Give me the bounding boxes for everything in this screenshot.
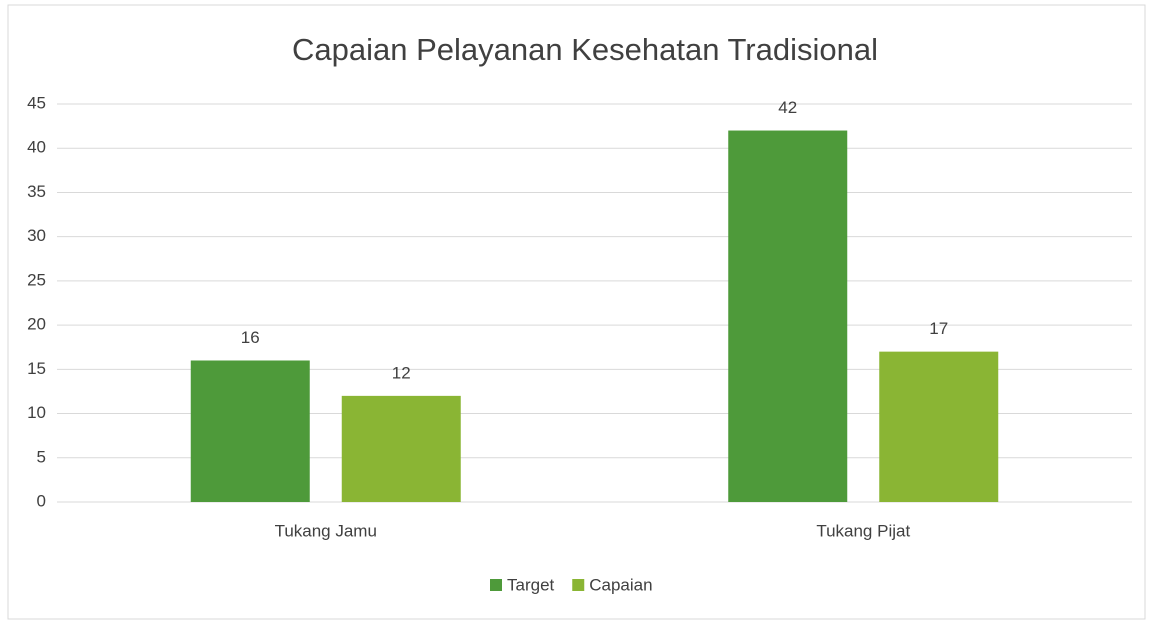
chart-border: [7, 4, 1146, 620]
legend-swatch: [490, 579, 502, 591]
y-tick-label: 0: [37, 491, 46, 510]
legend-label: Capaian: [589, 575, 652, 594]
y-tick-label: 25: [27, 270, 46, 289]
y-tick-label: 30: [27, 226, 46, 245]
y-tick-label: 20: [27, 315, 46, 334]
y-tick-label: 40: [27, 138, 46, 157]
y-tick-label: 5: [37, 447, 46, 466]
bar: [341, 395, 461, 502]
bar: [190, 360, 310, 502]
y-tick-label: 45: [27, 93, 46, 112]
bar: [879, 351, 999, 502]
y-tick-label: 15: [27, 359, 46, 378]
legend-label: Target: [507, 575, 555, 594]
data-label: 12: [392, 363, 411, 382]
bar: [728, 130, 848, 503]
chart-title: Capaian Pelayanan Kesehatan Tradisional: [292, 32, 878, 67]
x-tick-label: Tukang Jamu: [275, 521, 377, 540]
legend-swatch: [572, 579, 585, 591]
x-tick-label: Tukang Pijat: [816, 521, 910, 540]
data-label: 16: [241, 328, 260, 347]
y-tick-label: 35: [27, 182, 46, 201]
data-label: 42: [778, 98, 797, 117]
y-tick-label: 10: [27, 403, 46, 422]
data-label: 17: [929, 319, 948, 338]
